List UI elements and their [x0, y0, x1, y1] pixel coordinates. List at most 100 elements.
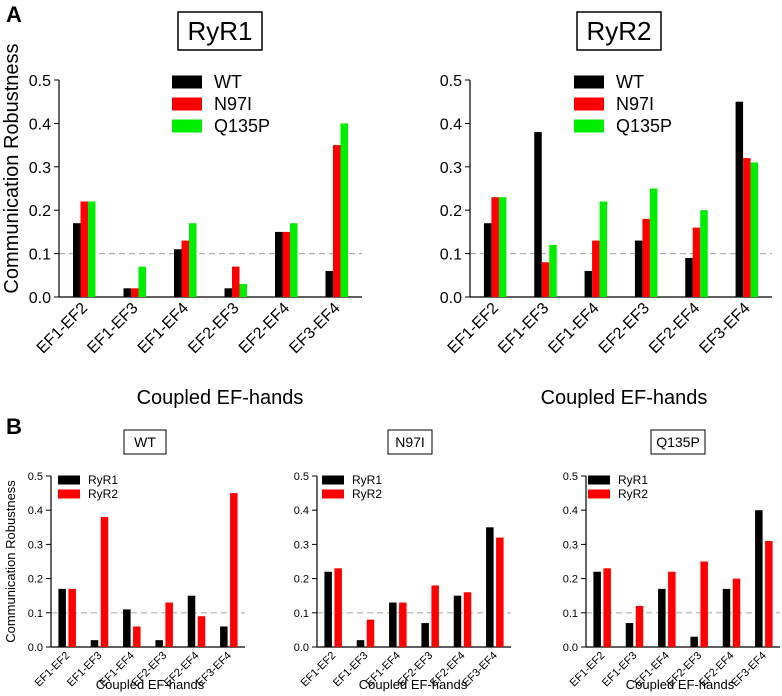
chart-title: RyR2	[586, 16, 651, 46]
x-tick-label: EF3-EF4	[286, 300, 343, 357]
bar-wt-ef1-ef4	[584, 270, 593, 297]
x-tick-label: EF1-EF2	[445, 300, 502, 357]
y-tick-label: 0.3	[440, 160, 462, 177]
legend-swatch-ryr2	[322, 489, 344, 499]
bar-wt-ef1-ef2	[73, 223, 81, 297]
y-tick-label: 0.3	[563, 539, 578, 551]
bar-wt-ef3-ef4	[735, 101, 744, 297]
legend-swatch-q135p	[172, 119, 202, 133]
legend-swatch-wt	[172, 75, 202, 89]
bar-ryr2-ef2-ef3	[431, 585, 439, 647]
y-tick-label: 0.1	[29, 247, 51, 264]
chart-b1: WT0.00.10.20.30.40.5EF1-EF2EF1-EF3EF1-EF…	[3, 429, 245, 692]
bar-ryr2-ef1-ef2	[334, 568, 342, 647]
bar-ryr2-ef1-ef4	[668, 571, 676, 647]
bar-n97i-ef1-ef4	[592, 240, 600, 297]
bar-ryr1-ef1-ef2	[324, 571, 332, 647]
legend-swatch-wt	[574, 75, 604, 89]
legend-label-n97i: N97I	[616, 94, 654, 114]
bar-ryr1-ef2-ef4	[187, 595, 196, 647]
y-tick-label: 0.2	[29, 203, 51, 220]
x-tick-label: EF1-EF3	[495, 300, 552, 357]
bar-ryr1-ef1-ef4	[658, 588, 666, 647]
bar-ryr1-ef1-ef3	[625, 623, 634, 647]
bar-n97i-ef2-ef3	[642, 218, 650, 297]
bar-n97i-ef2-ef4	[692, 227, 701, 297]
legend-label-ryr2: RyR2	[352, 487, 382, 501]
y-tick-label: 0.1	[563, 608, 578, 620]
bar-ryr1-ef1-ef4	[389, 602, 397, 647]
chart-title-box	[123, 429, 167, 455]
legend-label-n97i: N97I	[214, 94, 252, 114]
bar-wt-ef1-ef4	[174, 249, 182, 297]
bar-q135p-ef2-ef4	[290, 223, 298, 297]
bar-n97i-ef2-ef3	[232, 266, 240, 297]
legend-label-ryr1: RyR1	[618, 473, 648, 487]
chart-a2: RyR2 0.0 0.1 0.2 0.3 0.4 0.5 EF1-EF2EF1-EF3EF1-…	[440, 11, 772, 409]
y-tick-label: 0.0	[29, 290, 51, 307]
y-tick-label: 0.5	[294, 471, 309, 483]
bar-ryr2-ef1-ef3	[100, 517, 109, 647]
chart-title: WT	[134, 434, 156, 450]
x-tick-label: EF1-EF4	[135, 300, 192, 357]
bar-q135p-ef3-ef4	[750, 162, 759, 297]
bar-q135p-ef2-ef4	[700, 210, 708, 297]
legend-label-ryr1: RyR1	[88, 473, 118, 487]
bar-q135p-ef1-ef4	[599, 201, 608, 297]
bar-ryr1-ef2-ef3	[155, 640, 163, 647]
y-tick-label: 0.1	[440, 247, 462, 264]
y-tick-label: 0.2	[440, 203, 462, 220]
y-tick-label: 0.0	[294, 642, 309, 654]
bar-wt-ef1-ef3	[534, 132, 542, 297]
panel-label-a: A	[6, 2, 22, 27]
legend-swatch-q135p	[574, 119, 604, 133]
bar-q135p-ef3-ef4	[340, 123, 348, 298]
y-tick-label: 0.3	[294, 539, 309, 551]
y-tick-label: 0.4	[440, 116, 462, 133]
bar-q135p-ef2-ef3	[649, 188, 658, 297]
y-axis-label: Communication Robustness	[3, 480, 18, 643]
bar-ryr1-ef1-ef4	[123, 609, 131, 647]
bar-ryr2-ef3-ef4	[230, 493, 238, 647]
y-tick-label: 0.3	[28, 539, 43, 551]
y-tick-label: 0.4	[294, 505, 309, 517]
y-tick-label: 0.5	[563, 471, 578, 483]
bar-ryr1-ef3-ef4	[220, 626, 228, 647]
bar-ryr2-ef3-ef4	[765, 540, 773, 647]
x-axis-label: Coupled EF-hands	[541, 387, 708, 409]
chart-title-box	[576, 11, 662, 51]
bar-ryr1-ef2-ef4	[722, 588, 731, 647]
y-axis-label: Communication Robustness	[1, 43, 23, 293]
legend-label-wt: WT	[214, 72, 242, 92]
x-tick-label: EF1-EF2	[34, 300, 91, 357]
chart-title-box	[177, 11, 263, 51]
bar-q135p-ef1-ef2	[88, 201, 96, 297]
bar-ryr2-ef3-ef4	[496, 537, 504, 647]
bar-ryr1-ef1-ef2	[593, 571, 601, 647]
legend-swatch-n97i	[172, 97, 202, 111]
bar-n97i-ef1-ef3	[541, 262, 550, 297]
y-tick-label: 0.5	[28, 471, 43, 483]
legend-swatch-ryr2	[58, 489, 80, 499]
legend-label-ryr1: RyR1	[352, 473, 382, 487]
bar-q135p-ef1-ef4	[189, 223, 197, 297]
bar-wt-ef2-ef4	[275, 231, 283, 297]
bar-wt-ef3-ef4	[325, 270, 333, 297]
x-tick-label: EF2-EF4	[646, 300, 703, 357]
chart-title: N97I	[395, 434, 425, 450]
bar-n97i-ef1-ef2	[491, 197, 499, 297]
bar-n97i-ef1-ef3	[131, 288, 139, 297]
y-tick-label: 0.5	[440, 73, 462, 90]
x-axis-label: Coupled EF-hands	[137, 387, 304, 409]
bar-ryr1-ef1-ef2	[58, 588, 66, 647]
legend-label-wt: WT	[616, 72, 644, 92]
y-tick-label: 0.0	[440, 290, 462, 307]
y-tick-label: 0.3	[29, 160, 51, 177]
x-tick-label: EF2-EF4	[236, 300, 293, 357]
x-tick-label: EF2-EF3	[596, 300, 653, 357]
bar-ryr1-ef3-ef4	[755, 510, 763, 647]
bar-n97i-ef3-ef4	[333, 145, 341, 297]
bar-ryr1-ef3-ef4	[486, 527, 494, 647]
legend-label-q135p: Q135P	[214, 116, 270, 136]
